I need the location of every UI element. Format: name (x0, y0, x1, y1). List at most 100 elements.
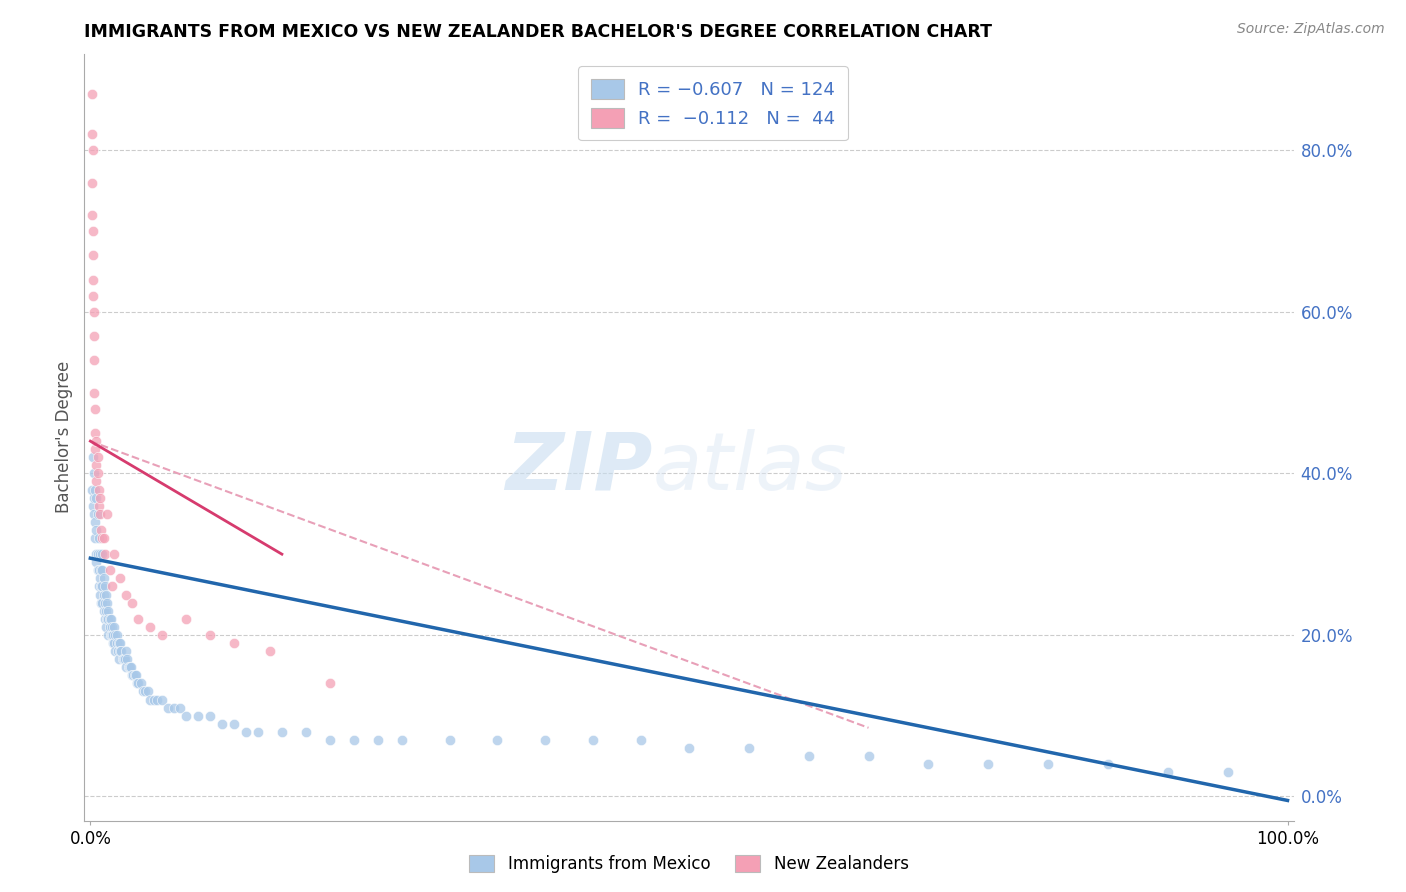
Point (84, 401, 107, 416)
Point (125, 676, 148, 690)
Point (797, 749, 820, 764)
Point (169, 700, 191, 714)
Point (87, 563, 110, 577)
Point (157, 700, 180, 714)
Point (83, 467, 105, 481)
Point (235, 724, 257, 739)
Point (118, 660, 141, 674)
Point (101, 628, 124, 642)
Point (98, 612, 121, 626)
Point (97, 628, 120, 642)
Point (222, 636, 245, 650)
Point (86, 475, 108, 489)
Point (110, 644, 132, 658)
Point (91, 531, 114, 545)
Point (295, 724, 318, 739)
Point (246, 724, 269, 739)
Point (93, 604, 115, 618)
Point (139, 692, 162, 706)
Point (93, 579, 115, 593)
Point (80, 208, 103, 222)
Point (1157, 765, 1180, 780)
Point (110, 644, 132, 658)
Point (122, 668, 145, 682)
Point (98, 563, 121, 577)
Point (91, 579, 114, 593)
Point (91, 563, 114, 577)
Point (858, 749, 880, 764)
Point (630, 732, 652, 747)
Point (80, 128, 103, 142)
Point (93, 531, 115, 545)
Point (121, 668, 143, 682)
Point (917, 757, 939, 772)
Point (125, 668, 148, 682)
Legend: Immigrants from Mexico, New Zealanders: Immigrants from Mexico, New Zealanders (461, 847, 917, 881)
Point (174, 708, 197, 723)
Point (132, 684, 155, 698)
Point (391, 732, 413, 747)
Text: IMMIGRANTS FROM MEXICO VS NEW ZEALANDER BACHELOR'S DEGREE CORRELATION CHART: IMMIGRANTS FROM MEXICO VS NEW ZEALANDER … (84, 23, 993, 41)
Point (83, 507, 105, 521)
Point (93, 571, 115, 585)
Point (150, 692, 173, 706)
Point (93, 588, 115, 602)
Point (86, 523, 108, 537)
Point (1036, 757, 1059, 772)
Point (87, 483, 110, 497)
Point (86, 467, 108, 481)
Point (94, 620, 117, 634)
Point (127, 676, 149, 690)
Point (150, 628, 173, 642)
Point (82, 289, 104, 303)
Point (114, 652, 136, 666)
Point (163, 700, 186, 714)
Point (93, 596, 115, 610)
Point (89, 491, 111, 505)
Point (142, 692, 165, 706)
Point (89, 507, 111, 521)
Point (97, 612, 120, 626)
Point (101, 628, 124, 642)
Point (84, 483, 107, 497)
Point (89, 571, 111, 585)
Point (105, 636, 128, 650)
Point (86, 434, 108, 449)
Point (100, 612, 122, 626)
Point (319, 676, 342, 690)
Point (86, 547, 108, 561)
Text: ZIP: ZIP (505, 429, 652, 507)
Point (1097, 757, 1119, 772)
Point (112, 652, 135, 666)
Point (84, 515, 107, 529)
Point (738, 741, 761, 756)
Point (84, 442, 107, 457)
Y-axis label: Bachelor's Degree: Bachelor's Degree (55, 361, 73, 513)
Point (91, 547, 114, 561)
Point (80, 176, 103, 190)
Point (486, 732, 509, 747)
Point (93, 612, 115, 626)
Point (86, 458, 108, 473)
Point (97, 604, 120, 618)
Point (83, 491, 105, 505)
Point (129, 676, 152, 690)
Point (103, 547, 125, 561)
Point (82, 499, 104, 513)
Point (187, 708, 209, 723)
Point (117, 652, 139, 666)
Point (270, 724, 292, 739)
Point (110, 571, 132, 585)
Point (84, 531, 107, 545)
Point (146, 692, 169, 706)
Point (121, 596, 143, 610)
Point (82, 450, 104, 465)
Point (174, 612, 197, 626)
Point (90, 596, 112, 610)
Point (127, 612, 149, 626)
Point (110, 636, 132, 650)
Point (87, 499, 110, 513)
Point (259, 644, 281, 658)
Point (439, 732, 461, 747)
Point (678, 741, 700, 756)
